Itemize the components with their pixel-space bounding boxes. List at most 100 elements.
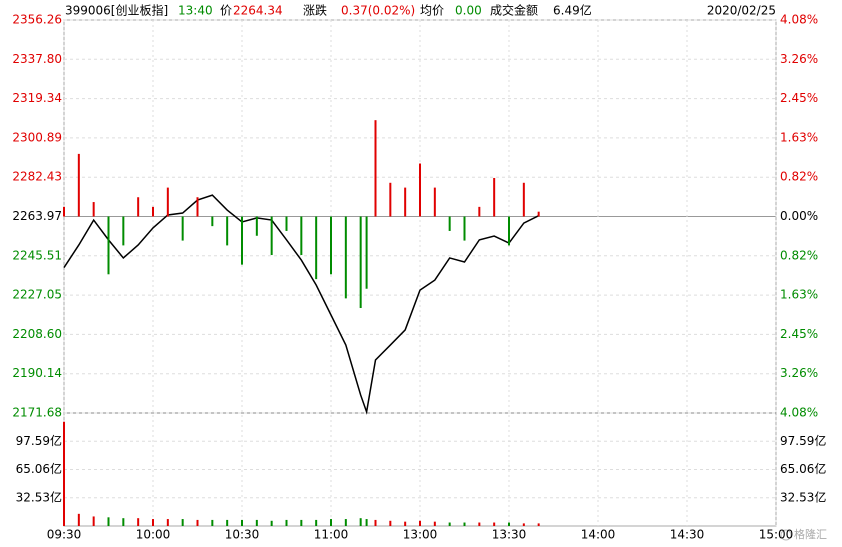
volume-tick-label: 97.59亿 (780, 433, 826, 448)
volume-bar (448, 522, 451, 526)
breadth-bar (433, 187, 436, 217)
breadth-bar (122, 216, 125, 246)
volume-bar (330, 519, 332, 526)
breadth-bar (537, 211, 540, 217)
breadth-bar (92, 202, 95, 217)
volume-bar (122, 518, 125, 526)
breadth-bar (522, 182, 525, 217)
y-tick-label: 2245.51 (12, 248, 62, 262)
x-tick-label: 14:30 (670, 528, 705, 542)
y-tick-label: 2171.68 (12, 406, 62, 420)
breadth-bar (359, 216, 362, 309)
volume-bar (211, 519, 214, 526)
breadth-bar (315, 216, 318, 280)
y2-tick-label: 3.26% (780, 366, 818, 380)
breadth-bar (508, 216, 510, 246)
volume-bar (508, 522, 510, 526)
breadth-bar (107, 216, 110, 275)
volume-bar (344, 519, 347, 526)
volume-bar (166, 519, 169, 526)
breadth-bar (493, 177, 496, 217)
volume-bar (152, 519, 154, 526)
volume-bar (107, 517, 110, 526)
price: 2264.34 (233, 4, 283, 18)
volume-bar (359, 518, 362, 526)
volume-bar (478, 522, 481, 526)
volume-bar (241, 519, 243, 526)
breadth-bar (448, 216, 451, 231)
breadth-bar (137, 197, 140, 217)
breadth-bar (374, 120, 377, 217)
volume-bar (285, 519, 288, 526)
amount: 6.49亿 (553, 3, 592, 18)
breadth-bar (300, 216, 303, 256)
volume-bar (92, 516, 95, 526)
x-tick-label: 15:00 (759, 528, 794, 542)
breadth-bar (330, 216, 332, 275)
y2-tick-label: 4.08% (780, 13, 818, 27)
volume-bar (493, 522, 496, 526)
volume-bar (463, 522, 466, 526)
breadth-bar (77, 153, 80, 217)
y-tick-label: 2300.89 (12, 130, 62, 144)
breadth-bar (226, 216, 229, 246)
volume-tick-label: 65.06亿 (780, 461, 826, 476)
breadth-bar (241, 216, 243, 265)
price-line (63, 194, 539, 415)
x-tick-label: 13:00 (403, 528, 438, 542)
y-tick-label: 2282.43 (12, 170, 62, 184)
volume-bar (537, 523, 540, 526)
volume-bar (365, 519, 368, 526)
amount-label: 成交金额 (490, 3, 538, 18)
x-tick-label: 11:00 (314, 528, 349, 542)
breadth-bar (365, 216, 368, 289)
volume-bar (404, 521, 407, 526)
y2-tick-label: 1.63% (780, 288, 818, 302)
code: 399006[创业板指] (65, 3, 168, 18)
volume-bar (419, 520, 421, 526)
volume-bar (300, 519, 303, 526)
breadth-bar (196, 197, 199, 217)
y2-tick-label: 0.82% (780, 170, 818, 184)
breadth-bar (463, 216, 466, 241)
volume-bar (389, 520, 392, 526)
y2-tick-label: 1.63% (780, 130, 818, 144)
y2-tick-label: 4.08% (780, 406, 818, 420)
volume-bar (522, 523, 525, 526)
time: 13:40 (178, 4, 213, 18)
breadth-bar (270, 216, 273, 256)
volume-bar (433, 521, 436, 526)
y-tick-label: 2227.05 (12, 288, 62, 302)
date: 2020/02/25 (707, 4, 776, 18)
breadth-bar (166, 187, 169, 217)
volume-bar (374, 519, 377, 526)
watermark: 格隆汇 (794, 527, 827, 541)
y-tick-label: 2190.14 (12, 366, 62, 380)
volume-bar (226, 519, 229, 526)
breadth-bar (255, 216, 258, 236)
y-tick-label: 2337.80 (12, 52, 62, 66)
volume-bar (77, 513, 80, 526)
y2-tick-label: 3.26% (780, 52, 818, 66)
breadth-bar (152, 206, 154, 217)
x-tick-label: 10:30 (225, 528, 260, 542)
volume-bar (196, 519, 199, 526)
breadth-bar (478, 206, 481, 217)
breadth-bar (344, 216, 347, 299)
x-tick-label: 14:00 (581, 528, 616, 542)
breadth-bar (404, 187, 407, 217)
volume-tick-label: 65.06亿 (16, 461, 62, 476)
y2-tick-label: 2.45% (780, 327, 818, 341)
volume-bar (315, 519, 318, 526)
price-label: 价 (220, 4, 232, 18)
volume-tick-label: 32.53亿 (780, 489, 826, 504)
breadth-bar (211, 216, 214, 227)
watermark-icon (780, 529, 792, 541)
y2-tick-label: 0.00% (780, 209, 818, 223)
change-label: 涨跌 (303, 3, 327, 18)
x-tick-label: 10:00 (136, 528, 171, 542)
y-tick-label: 2208.60 (12, 327, 62, 341)
volume-bar (181, 519, 184, 526)
